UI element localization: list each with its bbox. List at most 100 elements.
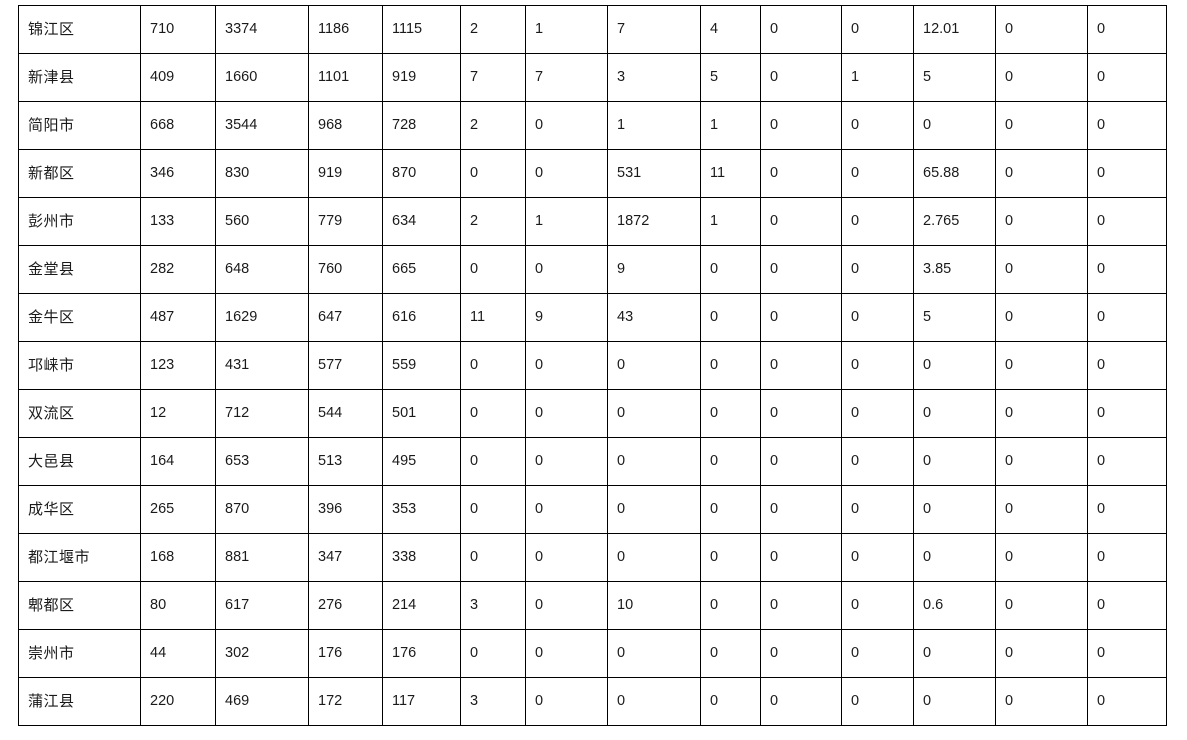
- table-cell: 0: [607, 341, 701, 390]
- table-cell: 0: [460, 629, 526, 678]
- table-cell: 0: [525, 245, 608, 294]
- table-cell: 3: [460, 677, 526, 726]
- table-row: 彭州市 133 560 779 634 2 1 1872 1 0 0 2.765 0 0: [18, 197, 1167, 246]
- table-cell: 0: [760, 5, 842, 54]
- table-cell: 0: [760, 293, 842, 342]
- table-cell: 0: [1087, 629, 1167, 678]
- table-cell: 1872: [607, 197, 701, 246]
- table-cell: 728: [382, 101, 461, 150]
- table-cell: 117: [382, 677, 461, 726]
- table-cell: 487: [140, 293, 216, 342]
- table-cell: 0: [1087, 485, 1167, 534]
- table-cell: 172: [308, 677, 383, 726]
- table-cell: 1115: [382, 5, 461, 54]
- table-cell: 0: [1087, 389, 1167, 438]
- table-cell: 870: [215, 485, 309, 534]
- table-cell: 0: [841, 149, 914, 198]
- table-cell: 12.01: [913, 5, 996, 54]
- table-cell: 665: [382, 245, 461, 294]
- table-cell: 0: [525, 581, 608, 630]
- table-cell: 409: [140, 53, 216, 102]
- table-cell: 2.765: [913, 197, 996, 246]
- table-cell: 431: [215, 341, 309, 390]
- table-cell: 544: [308, 389, 383, 438]
- table-cell: 0: [760, 485, 842, 534]
- table-cell: 919: [382, 53, 461, 102]
- table-cell: 495: [382, 437, 461, 486]
- table-cell: 0: [700, 437, 761, 486]
- table-cell: 0: [460, 245, 526, 294]
- table-cell: 1: [607, 101, 701, 150]
- table-cell: 710: [140, 5, 216, 54]
- table-cell: 10: [607, 581, 701, 630]
- table-cell: 647: [308, 293, 383, 342]
- table-cell: 44: [140, 629, 216, 678]
- table-cell: 0: [995, 5, 1088, 54]
- table-cell: 347: [308, 533, 383, 582]
- table-cell: 0: [995, 197, 1088, 246]
- table-cell: 0: [841, 293, 914, 342]
- table-cell: 0: [760, 101, 842, 150]
- table-cell: 11: [460, 293, 526, 342]
- table-cell: 0: [525, 149, 608, 198]
- table-cell: 0: [460, 149, 526, 198]
- region-name-cell: 新都区: [18, 149, 141, 198]
- table-cell: 0: [995, 629, 1088, 678]
- table-cell: 353: [382, 485, 461, 534]
- table-cell: 513: [308, 437, 383, 486]
- table-cell: 2: [460, 101, 526, 150]
- table-row: 大邑县 164 653 513 495 0 0 0 0 0 0 0 0 0: [18, 437, 1167, 486]
- table-cell: 0: [995, 581, 1088, 630]
- table-cell: 0: [995, 53, 1088, 102]
- table-cell: 0: [841, 341, 914, 390]
- table-cell: 0: [1087, 245, 1167, 294]
- table-cell: 0: [995, 341, 1088, 390]
- table-row: 成华区 265 870 396 353 0 0 0 0 0 0 0 0 0: [18, 485, 1167, 534]
- table-cell: 0: [760, 197, 842, 246]
- table-cell: 560: [215, 197, 309, 246]
- table-cell: 0: [1087, 533, 1167, 582]
- table-cell: 12: [140, 389, 216, 438]
- table-cell: 0: [1087, 101, 1167, 150]
- table-cell: 0: [913, 533, 996, 582]
- table-cell: 0: [760, 533, 842, 582]
- table-cell: 0: [1087, 437, 1167, 486]
- table-cell: 0: [1087, 677, 1167, 726]
- table-cell: 4: [700, 5, 761, 54]
- table-cell: 634: [382, 197, 461, 246]
- table-cell: 0: [700, 581, 761, 630]
- table-cell: 0: [525, 485, 608, 534]
- table-cell: 0: [760, 677, 842, 726]
- table-cell: 712: [215, 389, 309, 438]
- table-cell: 0: [913, 389, 996, 438]
- table-cell: 559: [382, 341, 461, 390]
- table-cell: 1186: [308, 5, 383, 54]
- table-cell: 1: [525, 197, 608, 246]
- table-cell: 0: [1087, 149, 1167, 198]
- table-cell: 176: [308, 629, 383, 678]
- table-cell: 531: [607, 149, 701, 198]
- region-name-cell: 大邑县: [18, 437, 141, 486]
- region-name-cell: 新津县: [18, 53, 141, 102]
- table-cell: 0: [525, 437, 608, 486]
- region-name-cell: 简阳市: [18, 101, 141, 150]
- table-cell: 668: [140, 101, 216, 150]
- table-cell: 760: [308, 245, 383, 294]
- table-cell: 0: [841, 101, 914, 150]
- table-cell: 0: [913, 677, 996, 726]
- region-name-cell: 邛崃市: [18, 341, 141, 390]
- table-cell: 0: [700, 533, 761, 582]
- table-cell: 5: [913, 293, 996, 342]
- table-cell: 80: [140, 581, 216, 630]
- table-cell: 2: [460, 5, 526, 54]
- table-cell: 0: [913, 629, 996, 678]
- region-name-cell: 都江堰市: [18, 533, 141, 582]
- table-cell: 123: [140, 341, 216, 390]
- region-name-cell: 成华区: [18, 485, 141, 534]
- table-cell: 0: [1087, 341, 1167, 390]
- table-cell: 0: [995, 389, 1088, 438]
- table-cell: 9: [525, 293, 608, 342]
- table-cell: 870: [382, 149, 461, 198]
- region-name-cell: 崇州市: [18, 629, 141, 678]
- table-cell: 0: [460, 437, 526, 486]
